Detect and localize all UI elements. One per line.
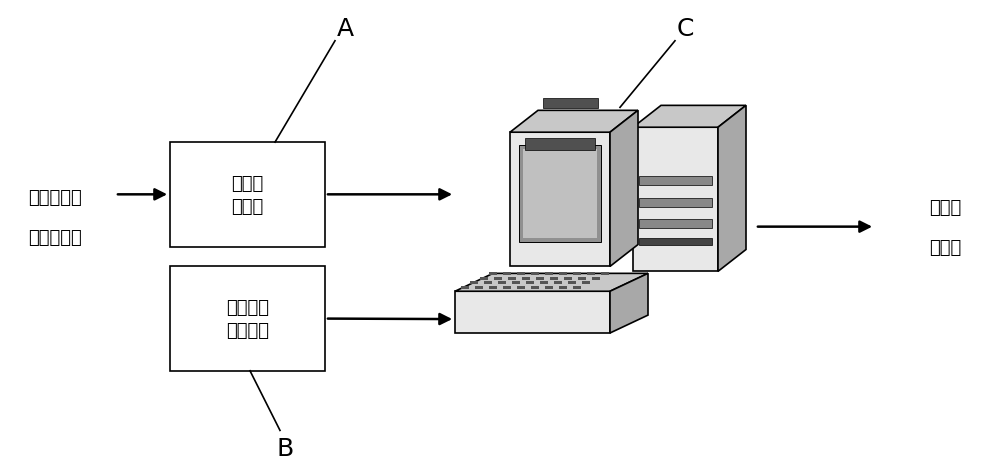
Bar — [536, 277, 544, 280]
Polygon shape — [455, 274, 648, 292]
Text: A: A — [336, 17, 354, 41]
Bar — [573, 273, 581, 275]
Bar — [517, 273, 525, 275]
Polygon shape — [610, 274, 648, 333]
Bar — [559, 273, 567, 275]
Bar — [480, 277, 488, 280]
Bar — [639, 220, 712, 229]
Bar — [639, 198, 712, 207]
Bar — [525, 139, 595, 151]
Bar — [568, 282, 576, 284]
Bar — [498, 282, 506, 284]
Bar — [512, 282, 520, 284]
Bar — [545, 273, 553, 275]
Bar — [470, 282, 478, 284]
Bar — [559, 286, 567, 289]
Bar — [601, 273, 609, 275]
Polygon shape — [633, 106, 746, 128]
Bar — [531, 286, 539, 289]
Bar — [587, 273, 595, 275]
Bar — [633, 128, 718, 272]
Bar — [639, 176, 712, 186]
Polygon shape — [610, 111, 638, 267]
Bar — [522, 277, 530, 280]
Bar — [582, 282, 590, 284]
Bar — [523, 150, 597, 238]
Bar — [461, 286, 469, 289]
Bar — [592, 277, 600, 280]
Bar — [489, 273, 497, 275]
Bar — [455, 292, 610, 333]
Polygon shape — [718, 106, 746, 272]
Text: 测结果: 测结果 — [929, 238, 961, 256]
Bar — [540, 282, 548, 284]
Text: 故障检: 故障检 — [929, 198, 961, 216]
Text: 置信水平
设置模块: 置信水平 设置模块 — [226, 298, 269, 340]
Bar — [517, 286, 525, 289]
Text: 待监测信号: 待监测信号 — [28, 228, 82, 246]
Bar — [510, 133, 610, 267]
Bar — [475, 286, 483, 289]
Bar — [564, 277, 572, 280]
Bar — [503, 273, 511, 275]
Bar — [531, 273, 539, 275]
Bar — [573, 286, 581, 289]
Bar — [170, 267, 325, 371]
Bar — [494, 277, 502, 280]
Bar — [554, 282, 562, 284]
Text: 工业生产线: 工业生产线 — [28, 188, 82, 206]
Text: B: B — [276, 436, 294, 460]
Text: 数据采
集设备: 数据采 集设备 — [231, 174, 264, 216]
Bar — [489, 286, 497, 289]
Bar — [545, 286, 553, 289]
Bar — [508, 277, 516, 280]
Text: C: C — [676, 17, 694, 41]
Bar — [578, 277, 586, 280]
Bar — [526, 282, 534, 284]
Bar — [519, 146, 601, 242]
Polygon shape — [510, 111, 638, 133]
Bar — [543, 99, 598, 109]
Bar — [484, 282, 492, 284]
Bar — [503, 286, 511, 289]
Bar — [639, 239, 712, 246]
Bar — [550, 277, 558, 280]
Bar — [170, 143, 325, 247]
